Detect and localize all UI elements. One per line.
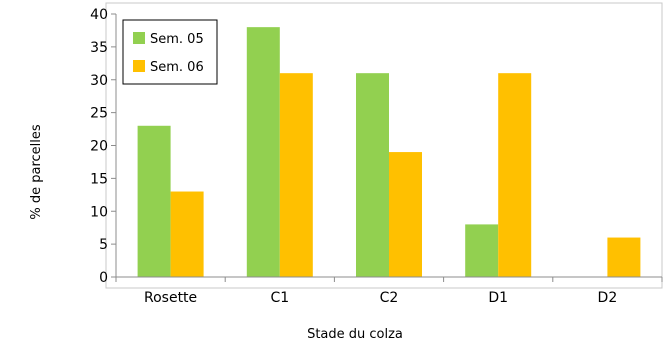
y-tick-label: 30 [90,73,108,89]
bar-sem-05-d1 [465,224,499,277]
bars [137,27,641,278]
legend-label: Sem. 05 [150,32,204,47]
legend-swatch [133,32,145,44]
legend: Sem. 05 Sem. 06 [122,19,218,85]
bar-sem-06-c1 [279,73,313,277]
y-tick-label: 20 [90,139,108,155]
y-tick-label: 15 [90,171,108,187]
x-tick-label: D1 [488,290,508,306]
y-tick-label: 10 [90,204,108,220]
bar-sem-06-d2 [607,237,641,277]
bar-sem-06-d1 [498,73,532,277]
y-tick-label: 25 [90,106,108,122]
bar-sem-06-c2 [389,152,422,277]
bar-sem-06-rosette [170,191,204,277]
plot-frame [105,2,663,289]
legend-label: Sem. 06 [150,60,204,75]
y-axis-title: % de parcelles [29,124,44,220]
y-axis-ticks: 0 5 10 15 20 25 30 35 40 [90,7,116,286]
bar-sem-05-c1 [246,27,280,278]
x-axis-title: Stade du colza [307,327,403,342]
x-axis-ticks: Rosette C1 C2 D1 D2 [115,277,663,306]
x-tick-label: Rosette [144,290,197,306]
x-tick-label: C2 [380,290,399,306]
bar-sem-05-c2 [356,73,389,277]
y-tick-label: 0 [99,270,108,286]
x-tick-label: D2 [598,290,618,306]
y-tick-label: 35 [90,40,108,56]
y-tick-label: 5 [99,237,108,253]
legend-box [122,19,218,85]
x-tick-label: C1 [270,290,289,306]
bar-sem-05-rosette [137,125,171,278]
legend-swatch [133,60,145,72]
y-tick-label: 40 [90,7,108,23]
